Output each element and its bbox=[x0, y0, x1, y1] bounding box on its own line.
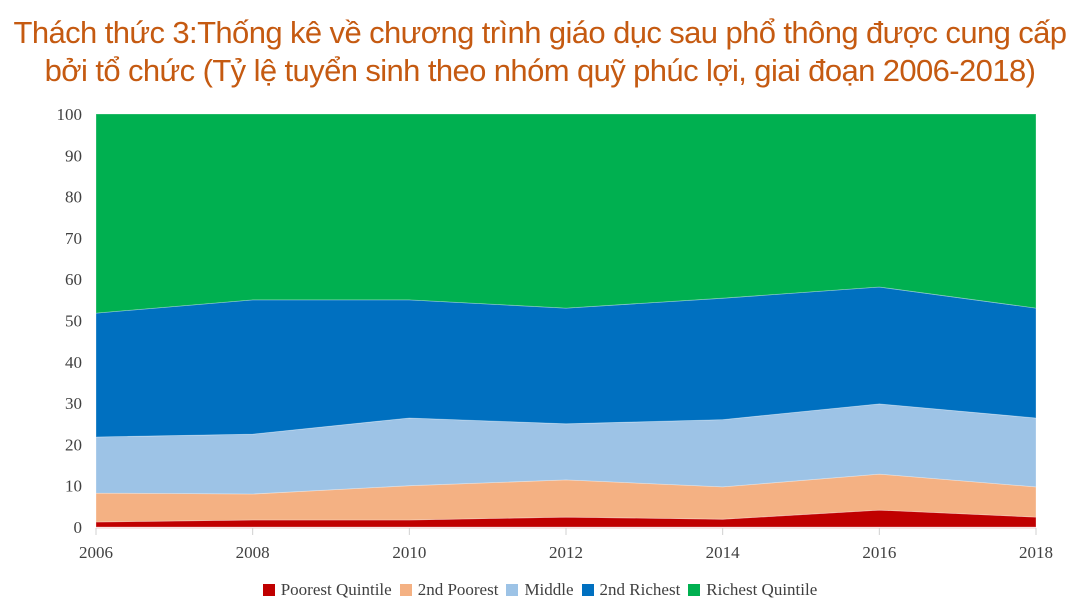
x-tick-label: 2010 bbox=[392, 543, 426, 562]
chart-title-line-2: bởi tổ chức (Tỷ lệ tuyển sinh theo nhóm … bbox=[44, 53, 1036, 88]
chart-title: Thách thức 3:Thống kê về chương trình gi… bbox=[0, 14, 1080, 90]
y-tick-label: 20 bbox=[65, 435, 82, 454]
y-tick-label: 50 bbox=[65, 312, 82, 331]
x-tick-label: 2016 bbox=[862, 543, 896, 562]
y-tick-label: 40 bbox=[65, 353, 82, 372]
x-tick-label: 2018 bbox=[1019, 543, 1053, 562]
chart-legend: Poorest Quintile 2nd Poorest Middle 2nd … bbox=[0, 580, 1080, 600]
legend-item-2nd-poorest: 2nd Poorest bbox=[399, 580, 499, 600]
y-tick-label: 80 bbox=[65, 188, 82, 207]
y-tick-label: 100 bbox=[57, 105, 83, 124]
y-tick-label: 0 bbox=[74, 518, 83, 537]
legend-label-2nd-richest: 2nd Richest bbox=[599, 580, 681, 599]
x-tick-label: 2006 bbox=[79, 543, 113, 562]
x-tick-label: 2012 bbox=[549, 543, 583, 562]
legend-swatch-2nd-poorest bbox=[399, 584, 412, 596]
area-series-group bbox=[95, 113, 1037, 528]
legend-swatch-poorest-quintile bbox=[262, 584, 275, 596]
legend-item-2nd-richest: 2nd Richest bbox=[581, 580, 681, 600]
y-tick-label: 90 bbox=[65, 146, 82, 165]
area-richest-quintile bbox=[95, 113, 1037, 314]
y-tick-label: 70 bbox=[65, 229, 82, 248]
legend-item-poorest-quintile: Poorest Quintile bbox=[262, 580, 392, 600]
legend-label-poorest-quintile: Poorest Quintile bbox=[280, 580, 392, 599]
x-tick-label: 2008 bbox=[236, 543, 270, 562]
y-tick-label: 30 bbox=[65, 394, 82, 413]
legend-swatch-2nd-richest bbox=[581, 584, 594, 596]
legend-label-2nd-poorest: 2nd Poorest bbox=[417, 580, 499, 599]
chart-title-line-1: Thách thức 3:Thống kê về chương trình gi… bbox=[13, 15, 1068, 50]
axes-group: 0 10 20 30 40 50 60 70 80 90 100 2006 2008 2010 2012 20… bbox=[57, 105, 1054, 562]
legend-swatch-richest-quintile bbox=[688, 584, 701, 596]
legend-label-richest-quintile: Richest Quintile bbox=[706, 580, 818, 599]
x-tick-label: 2014 bbox=[706, 543, 741, 562]
legend-label-middle: Middle bbox=[524, 580, 574, 599]
legend-item-middle: Middle bbox=[506, 580, 574, 600]
y-tick-label: 10 bbox=[65, 477, 82, 496]
y-tick-label: 60 bbox=[65, 270, 82, 289]
legend-swatch-middle bbox=[506, 584, 519, 596]
legend-item-richest-quintile: Richest Quintile bbox=[688, 580, 817, 600]
